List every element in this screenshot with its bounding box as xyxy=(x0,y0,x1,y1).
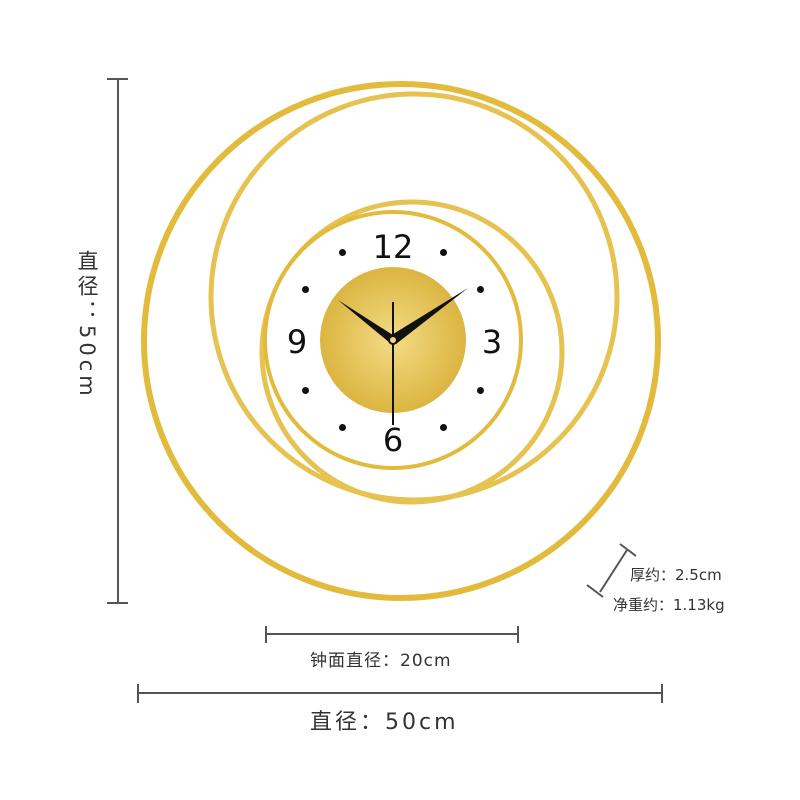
hour-dots xyxy=(302,249,484,431)
numeral-12: 12 xyxy=(373,228,414,266)
numeral-3: 3 xyxy=(482,323,502,361)
minute-hand xyxy=(390,288,468,344)
hour-dot xyxy=(302,286,310,293)
outer-ring xyxy=(141,81,661,601)
weight-label: 净重约：1.13kg xyxy=(613,596,725,614)
thickness-dimension-line xyxy=(599,549,628,593)
center-cap xyxy=(388,335,398,345)
thickness-label: 厚约：2.5cm xyxy=(630,566,722,584)
hour-dot xyxy=(440,423,447,431)
hour-dot xyxy=(302,387,310,394)
inner-ring xyxy=(259,199,565,505)
height-label: 直径：50cm xyxy=(75,250,99,400)
width-label: 直径：50cm xyxy=(310,710,459,735)
hour-dot xyxy=(476,387,484,394)
dimension-lines xyxy=(107,78,663,703)
hour-dot xyxy=(440,249,447,257)
face-diameter-label: 钟面直径：20cm xyxy=(310,651,452,671)
hour-dot xyxy=(339,423,346,431)
numeral-9: 9 xyxy=(287,323,307,361)
hour-hand xyxy=(338,300,396,343)
numeral-6: 6 xyxy=(383,421,403,459)
hour-dot xyxy=(339,249,346,257)
hour-dot xyxy=(476,286,484,293)
